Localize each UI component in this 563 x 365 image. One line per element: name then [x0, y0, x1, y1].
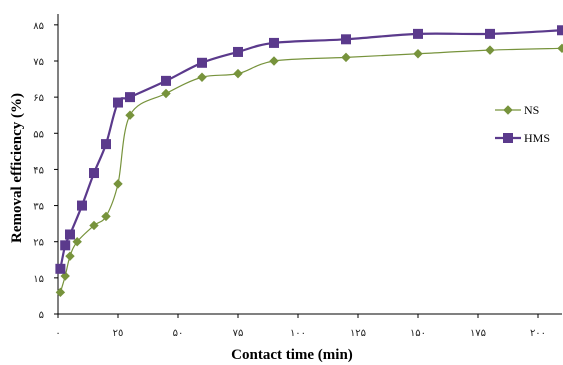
x-tick-label: ٢٠٠ — [530, 328, 546, 339]
y-tick-label: ۶۵ — [33, 93, 44, 104]
x-tick-label: ٧۵ — [233, 328, 244, 339]
y-tick-label: ١۵ — [33, 274, 44, 285]
data-point-ns — [101, 211, 111, 222]
y-tick-label: ۵ — [39, 310, 44, 321]
y-axis-title: Removal efficiency (%) — [9, 93, 25, 243]
data-point-ns — [269, 56, 279, 66]
data-point-hms — [113, 97, 123, 108]
x-tick-label: ٠ — [55, 328, 60, 339]
x-tick-label: ١٠٠ — [290, 328, 306, 339]
data-point-ns — [60, 271, 70, 281]
data-point-ns — [161, 88, 171, 99]
data-point-hms — [60, 240, 71, 251]
y-tick-label: ٧۵ — [33, 57, 44, 68]
data-point-ns — [413, 49, 423, 59]
data-point-ns — [125, 110, 135, 120]
data-point-ns — [557, 43, 563, 54]
series-hms — [55, 25, 563, 274]
legend-label: NS — [524, 103, 539, 117]
data-point-ns — [72, 237, 82, 247]
data-point-ns — [341, 52, 351, 63]
data-point-hms — [341, 34, 351, 45]
x-axis-title: Contact time (min) — [231, 347, 353, 363]
y-tick-label: ٨۵ — [33, 21, 44, 32]
data-point-hms — [77, 200, 87, 211]
legend-marker — [503, 105, 513, 115]
data-point-hms — [65, 229, 75, 240]
x-tick-label: ۵٠ — [173, 328, 184, 339]
data-point-hms — [125, 92, 135, 103]
y-tick-label: ٣۵ — [33, 202, 44, 213]
data-point-hms — [233, 46, 243, 57]
x-tick-label: ١۵٠ — [410, 328, 426, 339]
x-ticks: ٠ ٢٥ ۵٠ ٧۵ ١٠٠ ١٢۵ ١۵٠ ١٧۵ ٢٠٠ — [55, 314, 546, 339]
data-point-ns — [485, 45, 495, 55]
plot-area: ٠ ٢٥ ۵٠ ٧۵ ١٠٠ ١٢۵ ١۵٠ ١٧۵ ٢٠٠ ۵ ١۵ ٢۵ ٣۵ ۴۵ ۵۵ ۶۵ ٧۵ ٨۵ — [33, 14, 563, 339]
legend-item-ns: NS — [495, 103, 539, 117]
data-point-hms — [413, 28, 423, 39]
legend-item-hms: HMS — [495, 131, 550, 145]
data-point-hms — [161, 75, 171, 86]
data-point-ns — [197, 72, 207, 82]
data-point-hms — [557, 25, 563, 36]
data-point-hms — [197, 57, 207, 68]
series-line-hms — [59, 29, 563, 270]
data-point-ns — [233, 68, 243, 79]
x-tick-label: ٢٥ — [113, 328, 124, 339]
x-tick-label: ١٧۵ — [470, 328, 486, 339]
data-point-ns — [89, 220, 99, 231]
data-point-hms — [101, 139, 111, 150]
series-line-ns — [59, 47, 563, 293]
y-tick-label: ۴۵ — [33, 165, 44, 176]
x-tick-label: ١٢۵ — [350, 328, 366, 339]
data-point-ns — [113, 179, 123, 189]
legend-label: HMS — [524, 131, 550, 145]
data-point-ns — [55, 287, 66, 298]
data-point-hms — [55, 263, 66, 274]
y-tick-label: ٢۵ — [33, 238, 44, 249]
y-ticks: ۵ ١۵ ٢۵ ٣۵ ۴۵ ۵۵ ۶۵ ٧۵ ٨۵ — [33, 21, 58, 321]
y-tick-label: ۵۵ — [33, 129, 44, 140]
series-layer — [55, 25, 563, 298]
legend: NS HMS — [495, 103, 550, 145]
legend-marker — [503, 133, 513, 143]
series-ns — [55, 43, 563, 298]
data-point-hms — [269, 37, 279, 48]
data-point-ns — [65, 251, 75, 261]
data-point-hms — [89, 168, 99, 179]
data-point-hms — [485, 28, 495, 39]
